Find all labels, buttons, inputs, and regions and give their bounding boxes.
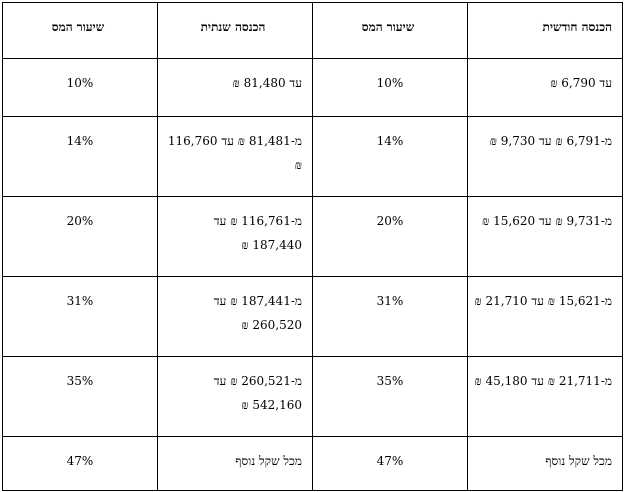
table-row: מ-21,711 ₪ עד 45,180 ₪ 35% מ-260,521 ₪ ע… [2, 356, 623, 437]
header-monthly-income: הכנסה חודשית [467, 2, 623, 59]
monthly-income-cell: מ-15,621 ₪ עד 21,710 ₪ [467, 276, 623, 357]
header-annual-income: הכנסה שנתית [157, 2, 313, 59]
annual-income-cell: מ-260,521 ₪ עד 542,160 ₪ [157, 356, 313, 437]
table-header-row: הכנסה חודשית שיעור המס הכנסה שנתית שיעור… [2, 2, 623, 59]
monthly-rate-cell: 35% [312, 356, 468, 437]
annual-rate-cell: 14% [2, 116, 158, 197]
monthly-income-cell: מ-21,711 ₪ עד 45,180 ₪ [467, 356, 623, 437]
monthly-income-cell: מכל שקל נוסף [467, 436, 623, 491]
monthly-rate-cell: 31% [312, 276, 468, 357]
monthly-income-cell: מ-9,731 ₪ עד 15,620 ₪ [467, 196, 623, 277]
header-tax-rate-annual: שיעור המס [2, 2, 158, 59]
monthly-rate-cell: 47% [312, 436, 468, 491]
annual-income-cell: מ-187,441 ₪ עד 260,520 ₪ [157, 276, 313, 357]
annual-rate-cell: 10% [2, 58, 158, 117]
annual-rate-cell: 35% [2, 356, 158, 437]
monthly-rate-cell: 20% [312, 196, 468, 277]
annual-rate-cell: 20% [2, 196, 158, 277]
annual-income-cell: עד 81,480 ₪ [157, 58, 313, 117]
monthly-rate-cell: 10% [312, 58, 468, 117]
annual-income-cell: מכל שקל נוסף [157, 436, 313, 491]
table-row: עד 6,790 ₪ 10% עד 81,480 ₪ 10% [2, 58, 623, 117]
table-row: מ-9,731 ₪ עד 15,620 ₪ 20% מ-116,761 ₪ עד… [2, 196, 623, 277]
monthly-income-cell: עד 6,790 ₪ [467, 58, 623, 117]
table-row: מ-15,621 ₪ עד 21,710 ₪ 31% מ-187,441 ₪ ע… [2, 276, 623, 357]
table-row: מ-6,791 ₪ עד 9,730 ₪ 14% מ-81,481 ₪ עד 1… [2, 116, 623, 197]
monthly-income-cell: מ-6,791 ₪ עד 9,730 ₪ [467, 116, 623, 197]
annual-income-cell: מ-81,481 ₪ עד 116,760 ₪ [157, 116, 313, 197]
table-row: מכל שקל נוסף 47% מכל שקל נוסף 47% [2, 436, 623, 491]
annual-rate-cell: 31% [2, 276, 158, 357]
monthly-rate-cell: 14% [312, 116, 468, 197]
annual-rate-cell: 47% [2, 436, 158, 491]
header-tax-rate-monthly: שיעור המס [312, 2, 468, 59]
annual-income-cell: מ-116,761 ₪ עד 187,440 ₪ [157, 196, 313, 277]
